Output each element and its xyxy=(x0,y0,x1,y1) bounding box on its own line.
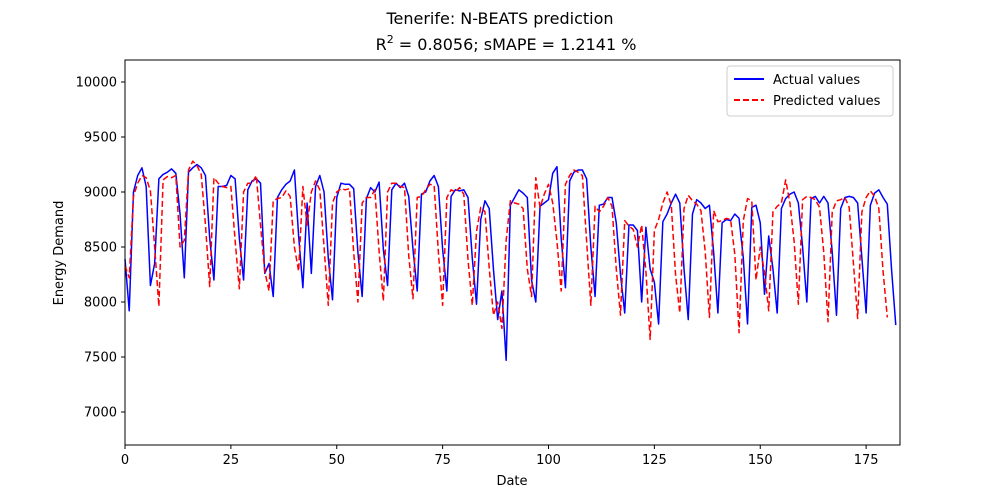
x-axis-label: Date xyxy=(496,474,527,489)
y-tick-label: 7000 xyxy=(84,406,117,421)
y-tick-label: 8000 xyxy=(84,296,117,311)
axis-ticks: 0 25 50 75 100 125 150 175 7000 7500 8000 8500 9000 9… xyxy=(76,59,901,468)
legend-label-actual: Actual values xyxy=(773,73,860,88)
x-tick-label: 175 xyxy=(854,453,879,468)
x-tick-label: 0 xyxy=(121,453,129,468)
chart-title: Tenerife: N-BEATS prediction xyxy=(385,9,613,28)
x-tick-label: 50 xyxy=(328,453,345,468)
legend-label-predicted: Predicted values xyxy=(773,94,881,109)
x-tick-label: 25 xyxy=(223,453,240,468)
subtitle-metrics: = 0.8056; sMAPE = 1.2141 % xyxy=(394,35,637,54)
y-tick-label: 10000 xyxy=(76,76,117,91)
y-tick-label: 9000 xyxy=(84,186,117,201)
x-tick-label: 150 xyxy=(748,453,773,468)
x-tick-label: 75 xyxy=(434,453,451,468)
y-tick-label: 7500 xyxy=(84,351,117,366)
subtitle-superscript: 2 xyxy=(387,33,394,46)
y-tick-label: 9500 xyxy=(84,131,117,146)
y-axis-label: Energy Demand xyxy=(52,201,67,306)
axes-frame xyxy=(124,59,901,446)
y-tick-label: 8500 xyxy=(84,241,117,256)
legend: Actual values Predicted values xyxy=(726,65,894,117)
x-tick-label: 100 xyxy=(536,453,561,468)
subtitle-prefix: R xyxy=(376,35,387,54)
x-tick-label: 125 xyxy=(642,453,667,468)
chart-subtitle: R2 = 0.8056; sMAPE = 1.2141 % xyxy=(376,33,637,54)
legend-box xyxy=(726,65,894,117)
plot-area xyxy=(124,160,897,362)
series-line-predicted xyxy=(124,160,889,341)
